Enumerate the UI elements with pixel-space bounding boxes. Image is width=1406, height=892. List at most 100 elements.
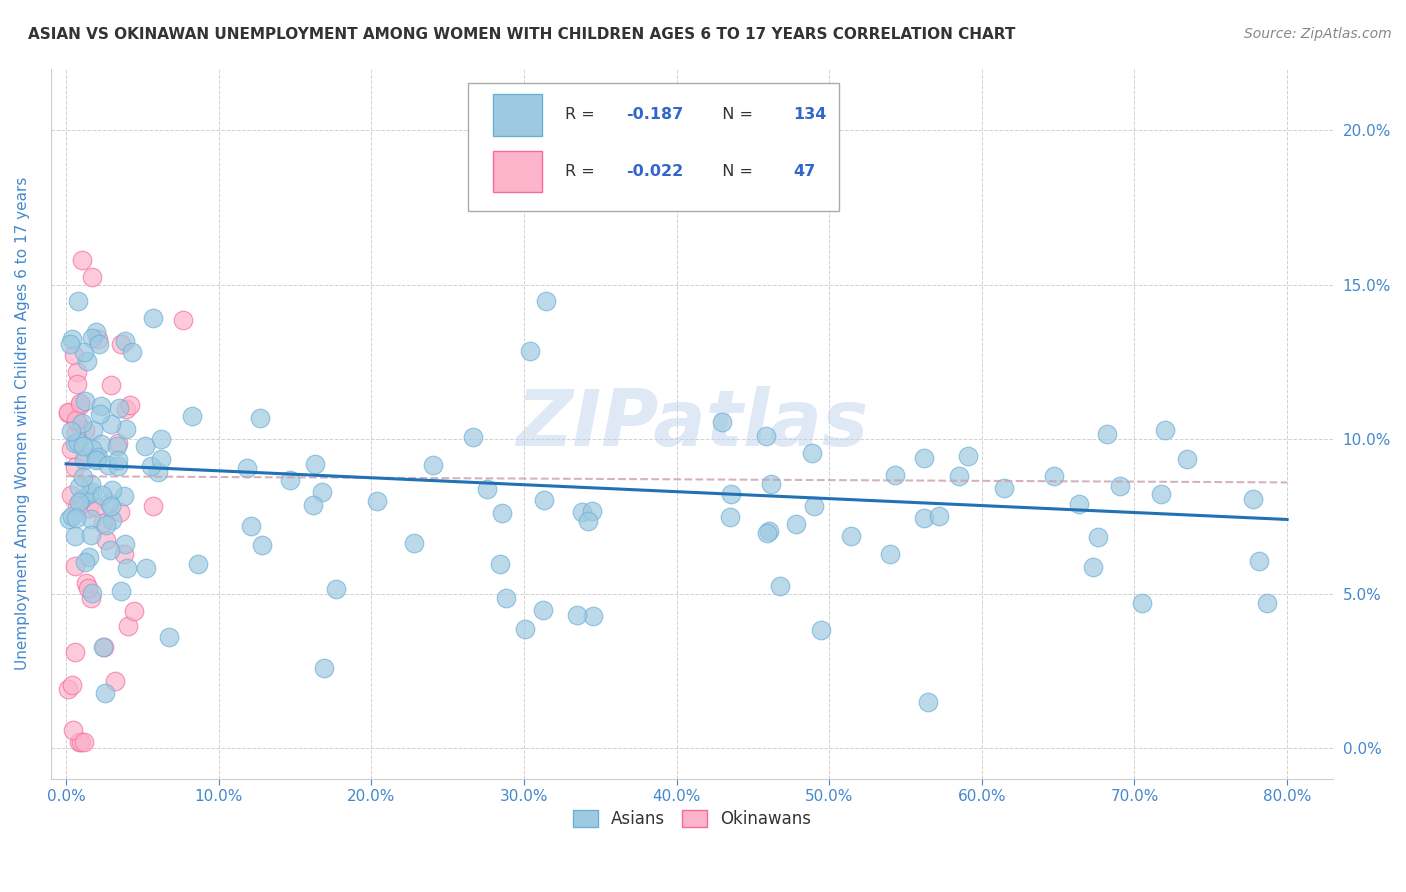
Point: [72, 344, 94, 359]
Point: [66, 365, 89, 379]
Point: [69, 398, 91, 412]
Point: [90, 399, 112, 413]
Point: [495, 591, 517, 606]
Point: [180, 409, 202, 423]
Point: [77, 501, 100, 516]
Point: [70, 735, 93, 749]
Text: 134: 134: [793, 107, 827, 122]
Point: [80, 484, 103, 499]
Text: 47: 47: [793, 164, 815, 179]
Point: [63, 558, 86, 573]
Point: [581, 504, 603, 518]
Point: [571, 505, 593, 519]
Point: [84, 325, 107, 339]
Point: [80, 591, 103, 605]
Point: [172, 313, 194, 327]
Point: [75, 393, 97, 408]
Point: [1081, 560, 1104, 574]
Point: [110, 337, 132, 351]
Point: [65, 529, 87, 543]
Point: [157, 630, 180, 644]
Point: [304, 457, 326, 471]
Y-axis label: Unemployment Among Women with Children Ages 6 to 17 years: Unemployment Among Women with Children A…: [15, 177, 30, 671]
Point: [93, 640, 115, 654]
Point: [117, 619, 139, 633]
Point: [105, 439, 128, 453]
Point: [311, 485, 333, 500]
Point: [1043, 469, 1066, 483]
Point: [80, 586, 103, 600]
Point: [67, 735, 90, 749]
Text: ASIAN VS OKINAWAN UNEMPLOYMENT AMONG WOMEN WITH CHILDREN AGES 6 TO 17 YEARS CORR: ASIAN VS OKINAWAN UNEMPLOYMENT AMONG WOM…: [28, 27, 1015, 42]
FancyBboxPatch shape: [468, 83, 839, 211]
Point: [122, 604, 145, 618]
Point: [65, 645, 87, 659]
Point: [98, 495, 121, 509]
Point: [785, 516, 807, 531]
Point: [758, 524, 780, 538]
Point: [302, 498, 325, 512]
Point: [110, 584, 132, 599]
Point: [84, 452, 107, 467]
Point: [250, 538, 273, 552]
Point: [533, 492, 555, 507]
Text: -0.187: -0.187: [627, 107, 683, 122]
Point: [65, 460, 87, 475]
Point: [86, 452, 108, 467]
Point: [884, 468, 907, 483]
Point: [142, 500, 165, 514]
Point: [139, 458, 162, 473]
Point: [236, 460, 259, 475]
Point: [75, 555, 97, 569]
Point: [1154, 423, 1177, 437]
Point: [801, 446, 824, 460]
Point: [62, 723, 84, 738]
Point: [94, 686, 117, 700]
Point: [993, 481, 1015, 495]
Point: [107, 459, 129, 474]
Text: Source: ZipAtlas.com: Source: ZipAtlas.com: [1244, 27, 1392, 41]
Text: R =: R =: [565, 164, 600, 179]
Point: [59, 424, 82, 438]
Point: [142, 310, 165, 325]
Point: [366, 493, 388, 508]
Point: [314, 661, 336, 675]
Point: [1067, 497, 1090, 511]
Point: [239, 518, 262, 533]
Point: [912, 511, 935, 525]
Point: [278, 473, 301, 487]
Point: [94, 533, 117, 548]
Point: [148, 466, 170, 480]
Point: [91, 516, 114, 530]
FancyBboxPatch shape: [494, 151, 541, 193]
Point: [756, 525, 779, 540]
Point: [82, 331, 104, 345]
Point: [65, 511, 87, 525]
Point: [67, 494, 90, 508]
Point: [80, 442, 103, 457]
Point: [491, 506, 513, 520]
Point: [114, 334, 136, 349]
Text: N =: N =: [713, 107, 758, 122]
Point: [66, 294, 89, 309]
Point: [73, 452, 96, 467]
Point: [115, 401, 138, 416]
Point: [928, 509, 950, 524]
Point: [70, 416, 93, 430]
Point: [461, 430, 484, 444]
Point: [404, 536, 426, 550]
Point: [66, 434, 89, 449]
Point: [422, 458, 444, 472]
Point: [67, 480, 90, 494]
Point: [112, 547, 135, 561]
Point: [65, 413, 87, 427]
Point: [79, 476, 101, 491]
Point: [948, 469, 970, 483]
Point: [87, 450, 110, 464]
Point: [761, 477, 783, 491]
Point: [1241, 491, 1264, 506]
Point: [115, 422, 138, 436]
Point: [121, 345, 143, 359]
Point: [77, 487, 100, 501]
Point: [1256, 596, 1278, 610]
